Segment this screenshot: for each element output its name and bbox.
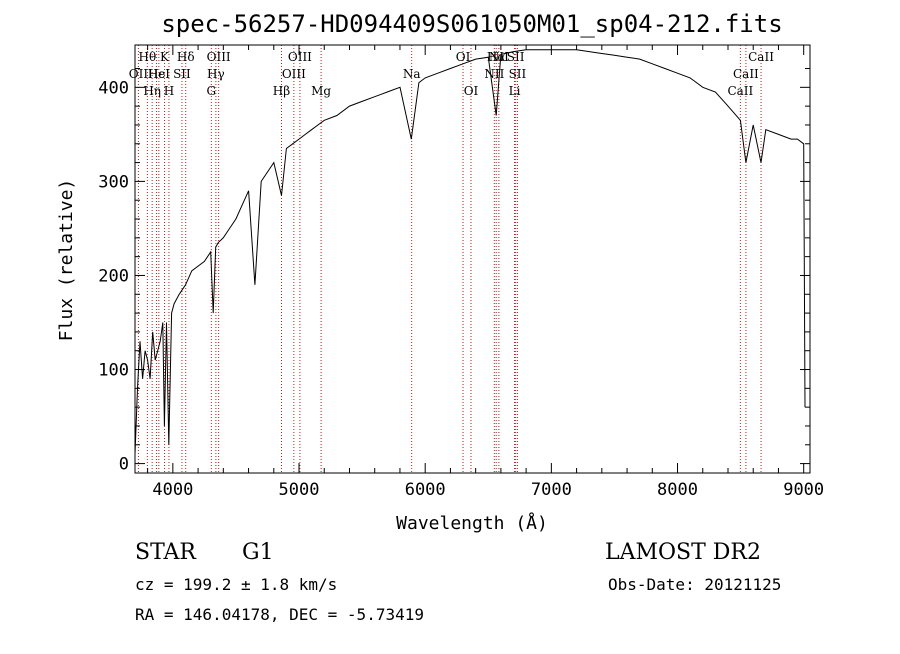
object-class: STAR (135, 540, 197, 565)
spectral-line-label: SII (173, 67, 191, 81)
spectral-line-label: Hη (143, 84, 161, 98)
y-tick-label: 400 (98, 78, 129, 98)
chart-title: spec-56257-HD094409S061050M01_sp04-212.f… (161, 10, 782, 38)
spectral-line-label: NII (484, 67, 504, 81)
x-tick-label: 6000 (405, 480, 446, 500)
spectral-line-label: Hθ (139, 50, 157, 64)
spectral-line-label: CaII (727, 84, 753, 98)
y-tick-label: 100 (98, 361, 129, 381)
x-axis-label: Wavelength (Å) (396, 512, 548, 534)
x-tick-label: 4000 (152, 480, 193, 500)
spectral-line-label: Hδ (177, 50, 195, 64)
spectral-line-label: Mg (311, 84, 331, 98)
spectral-line-label: Hγ (207, 67, 225, 81)
x-tick-label: 8000 (657, 480, 698, 500)
spectral-line-label: OI (456, 50, 471, 64)
obs-date-text: Obs-Date: 20121125 (608, 575, 781, 594)
y-axis: 0 100 200 300 400 (98, 68, 810, 475)
object-subclass: G1 (242, 540, 274, 565)
spectral-line-label: Na (403, 67, 421, 81)
y-tick-label: 0 (119, 455, 129, 475)
spectral-line-label: G (207, 84, 217, 98)
coordinates-text: RA = 146.04178, DEC = -5.73419 (135, 605, 424, 624)
spectral-line-label: Li (509, 84, 521, 98)
y-tick-label: 300 (98, 172, 129, 192)
spectral-line-label: H (164, 84, 174, 98)
x-tick-label: 7000 (531, 480, 572, 500)
y-axis-label: Flux (relative) (56, 179, 77, 342)
line-markers (137, 45, 762, 473)
spectral-line-label: CaII (733, 67, 759, 81)
redshift-text: cz = 199.2 ± 1.8 km/s (135, 575, 337, 594)
spectral-line-label: Hε (148, 67, 165, 81)
spectral-line-label: Hβ (273, 84, 290, 98)
y-tick-label: 200 (98, 266, 129, 286)
spectral-line-label: SII (509, 67, 527, 81)
spectral-line-label: SII (507, 50, 525, 64)
spectral-line-label: OIII (282, 67, 306, 81)
spectral-line-label: OIII (288, 50, 312, 64)
spectrum-line (134, 49, 806, 455)
spectral-line-label: OIII (207, 50, 231, 64)
spectral-line-label: HeI (148, 67, 171, 81)
spectral-line-label: OI (464, 84, 479, 98)
survey-name: LAMOST DR2 (605, 540, 761, 565)
spectral-line-label: CaII (748, 50, 774, 64)
x-tick-label: 9000 (783, 480, 824, 500)
x-axis: 4000 5000 6000 7000 8000 9000 (147, 45, 824, 500)
spectral-line-label: OII (129, 67, 149, 81)
plot-frame (134, 44, 811, 474)
spectrum-series (134, 49, 806, 455)
x-tick-label: 5000 (279, 480, 320, 500)
spectral-line-label: K (160, 50, 170, 64)
